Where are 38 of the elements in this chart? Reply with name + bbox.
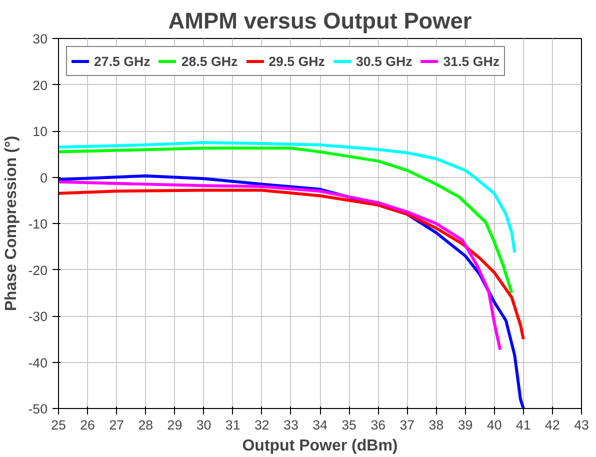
- x-tick-label: 34: [312, 418, 328, 432]
- y-tick-label: -50: [28, 402, 48, 416]
- x-tick-label: 40: [486, 418, 502, 432]
- x-tick-label: 26: [80, 418, 95, 432]
- y-tick-label: -40: [28, 355, 48, 370]
- line-series: [58, 146, 514, 294]
- x-tick-label: 27: [109, 418, 124, 432]
- x-tick-label: 42: [545, 418, 560, 432]
- x-tick-label: 31: [225, 418, 240, 432]
- x-tick-label: 43: [574, 418, 589, 432]
- legend-label: 27.5 GHz: [94, 54, 150, 68]
- y-tick-label: 10: [32, 124, 48, 139]
- y-tick-label: 0: [40, 170, 48, 186]
- x-tick-label: 28: [138, 418, 154, 432]
- legend-label: 29.5 GHz: [268, 54, 325, 68]
- x-axis-title: Output Power (dBm): [242, 438, 398, 454]
- legend-label: 28.5 GHz: [181, 54, 238, 68]
- x-tick-label: 38: [428, 418, 444, 432]
- x-tick-label: 39: [458, 418, 473, 432]
- x-tick-label: 30: [196, 418, 212, 432]
- y-tick-label: 20: [32, 78, 48, 93]
- x-tick-label: 29: [167, 418, 182, 432]
- x-tick-label: 41: [516, 418, 531, 432]
- y-tick-label: 30: [32, 32, 48, 46]
- y-tick-label: -20: [28, 262, 48, 278]
- y-tick-label: -30: [28, 309, 48, 324]
- y-tick-label: -10: [28, 216, 48, 232]
- y-axis-title: Phase Compression (°): [3, 136, 20, 312]
- chart-title: AMPM versus Output Power: [168, 8, 472, 34]
- x-tick-label: 33: [284, 418, 298, 432]
- x-tick-label: 37: [400, 418, 415, 432]
- x-tick-label: 35: [342, 418, 356, 432]
- x-tick-label: 36: [370, 418, 386, 432]
- legend-label: 30.5 GHz: [356, 54, 412, 68]
- line-series: [58, 141, 516, 254]
- legend-label: 31.5 GHz: [443, 54, 500, 68]
- x-tick-label: 32: [254, 418, 270, 432]
- x-tick-label: 25: [51, 418, 66, 432]
